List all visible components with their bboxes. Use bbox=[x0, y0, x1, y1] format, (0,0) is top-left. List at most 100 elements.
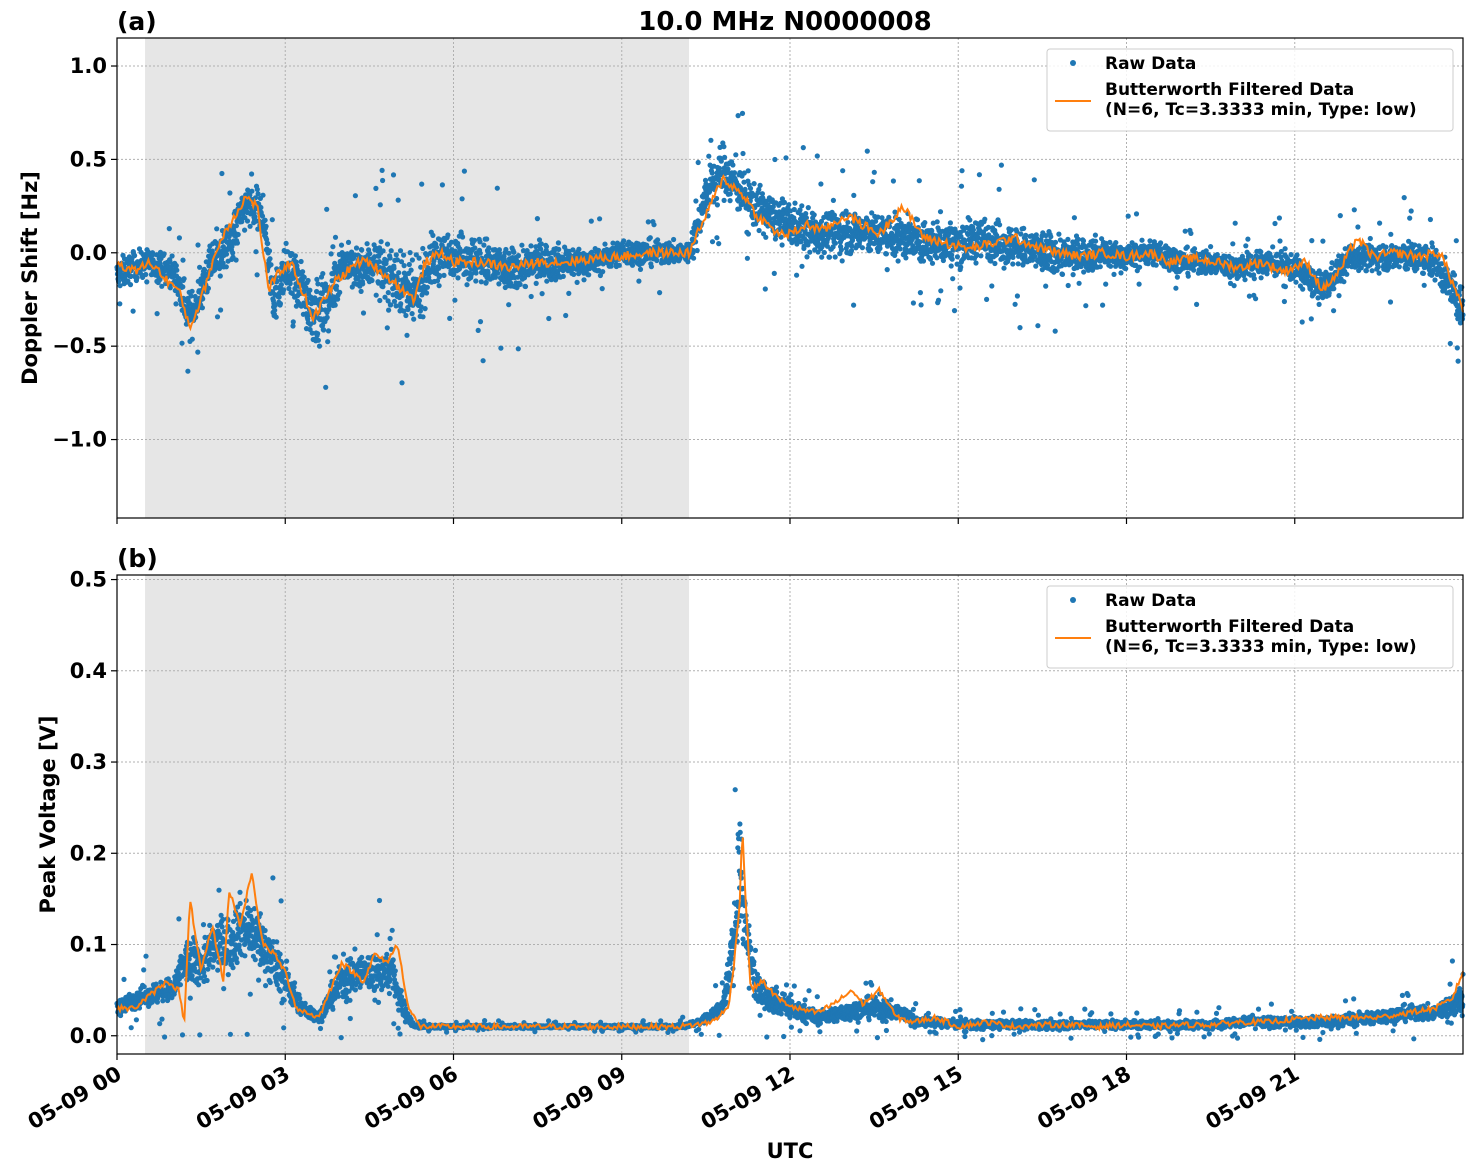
raw-point bbox=[1052, 239, 1059, 245]
raw-point bbox=[244, 218, 251, 224]
raw-point bbox=[335, 296, 341, 302]
raw-point bbox=[388, 302, 394, 308]
raw-point bbox=[830, 197, 837, 203]
raw-point bbox=[287, 281, 293, 287]
raw-point bbox=[984, 296, 990, 302]
raw-point bbox=[1010, 261, 1016, 267]
raw-point bbox=[1065, 282, 1071, 289]
raw-point bbox=[976, 172, 983, 178]
raw-point bbox=[242, 227, 248, 233]
raw-point bbox=[709, 239, 716, 245]
raw-point bbox=[128, 273, 134, 279]
raw-point bbox=[464, 282, 470, 288]
raw-point bbox=[914, 217, 921, 223]
raw-point bbox=[1092, 232, 1098, 238]
raw-point bbox=[405, 306, 411, 313]
raw-point bbox=[1043, 283, 1049, 289]
raw-point bbox=[1018, 231, 1024, 237]
raw-point bbox=[364, 241, 370, 247]
raw-point bbox=[393, 303, 399, 309]
raw-point bbox=[472, 245, 478, 251]
raw-point bbox=[180, 257, 186, 263]
raw-point bbox=[1108, 263, 1114, 269]
raw-point bbox=[1316, 301, 1322, 307]
raw-point bbox=[1080, 238, 1087, 244]
raw-point bbox=[807, 249, 813, 255]
raw-point bbox=[563, 312, 569, 319]
raw-point bbox=[694, 247, 700, 254]
raw-point bbox=[214, 226, 220, 232]
raw-point bbox=[276, 294, 282, 300]
raw-point bbox=[233, 223, 239, 229]
raw-point bbox=[359, 247, 365, 253]
raw-point bbox=[992, 260, 998, 267]
raw-point bbox=[315, 337, 321, 343]
raw-point bbox=[1001, 265, 1007, 271]
raw-point bbox=[268, 262, 274, 268]
raw-point bbox=[367, 251, 373, 257]
raw-point bbox=[385, 298, 391, 304]
raw-point bbox=[130, 308, 136, 314]
raw-point bbox=[957, 285, 963, 291]
raw-point bbox=[408, 267, 414, 273]
raw-point bbox=[1331, 308, 1337, 314]
raw-point bbox=[254, 272, 260, 278]
raw-point bbox=[409, 311, 415, 317]
raw-point bbox=[938, 288, 944, 294]
raw-point bbox=[1097, 264, 1103, 270]
raw-point bbox=[814, 153, 820, 159]
raw-point bbox=[716, 241, 722, 247]
raw-point bbox=[937, 209, 944, 215]
raw-point bbox=[922, 220, 928, 226]
raw-point bbox=[223, 264, 229, 270]
raw-point bbox=[252, 214, 258, 220]
raw-point bbox=[409, 257, 415, 263]
raw-point bbox=[167, 258, 173, 264]
raw-point bbox=[154, 252, 160, 258]
raw-point bbox=[416, 298, 422, 304]
raw-point bbox=[478, 279, 484, 285]
raw-point bbox=[1231, 283, 1237, 289]
raw-point bbox=[166, 226, 172, 232]
raw-point bbox=[1173, 285, 1179, 291]
raw-point bbox=[1103, 281, 1109, 287]
raw-point bbox=[496, 281, 502, 287]
raw-point bbox=[1388, 231, 1394, 237]
raw-point bbox=[195, 349, 201, 355]
raw-point bbox=[320, 271, 326, 277]
raw-point bbox=[1383, 244, 1389, 250]
raw-point bbox=[1367, 235, 1373, 242]
raw-point bbox=[401, 252, 407, 258]
raw-point bbox=[358, 288, 364, 294]
raw-point bbox=[316, 343, 323, 349]
raw-point bbox=[298, 258, 304, 265]
raw-point bbox=[1293, 279, 1299, 285]
raw-point bbox=[352, 193, 358, 199]
raw-point bbox=[693, 198, 699, 204]
raw-point bbox=[324, 314, 330, 320]
raw-point bbox=[781, 199, 788, 205]
raw-point bbox=[762, 286, 768, 292]
raw-point bbox=[877, 245, 883, 251]
raw-point bbox=[286, 285, 292, 292]
raw-point bbox=[916, 178, 922, 184]
raw-point bbox=[325, 328, 332, 334]
raw-point bbox=[375, 280, 382, 286]
raw-point bbox=[447, 315, 453, 321]
raw-point bbox=[399, 380, 405, 386]
raw-point bbox=[848, 248, 855, 254]
raw-point bbox=[691, 255, 697, 261]
raw-point bbox=[263, 230, 269, 236]
raw-point bbox=[325, 339, 331, 345]
raw-point bbox=[1008, 227, 1015, 233]
raw-point bbox=[1272, 220, 1278, 227]
raw-point bbox=[377, 297, 383, 304]
raw-point bbox=[821, 249, 827, 256]
raw-point bbox=[411, 316, 417, 322]
raw-point bbox=[263, 223, 269, 229]
raw-point bbox=[1185, 273, 1191, 279]
raw-point bbox=[259, 213, 266, 219]
raw-point bbox=[714, 235, 720, 241]
raw-point bbox=[511, 249, 517, 255]
raw-point bbox=[477, 250, 483, 256]
